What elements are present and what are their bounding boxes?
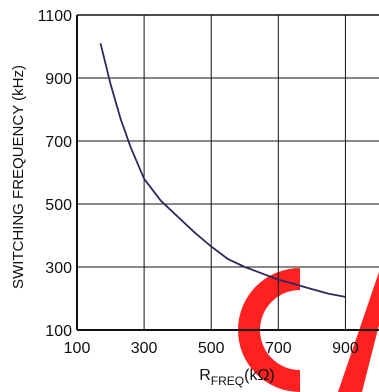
watermark-logo <box>238 268 379 392</box>
y-tick-label: 700 <box>45 134 72 151</box>
y-axis-label: SWITCHING FREQUENCY (kHz) <box>10 65 27 289</box>
watermark-arc <box>238 268 300 392</box>
x-tick-label: 700 <box>265 340 292 357</box>
y-tick-label: 100 <box>45 323 72 340</box>
y-tick-labels: 100 300 500 700 900 1100 <box>38 8 73 340</box>
x-tick-labels: 100 300 500 700 900 <box>64 340 359 357</box>
y-tick-label: 500 <box>45 197 72 214</box>
y-tick-label: 1100 <box>38 8 73 25</box>
x-tick-label: 300 <box>131 340 158 357</box>
x-tick-label: 500 <box>198 340 225 357</box>
chart-frame <box>76 14 379 331</box>
x-axis-label: RFREQ(kΩ) <box>199 367 275 388</box>
x-axis-label-unit: (kΩ) <box>244 367 275 384</box>
x-axis-label-main: R <box>199 367 211 384</box>
x-tick-label: 900 <box>332 340 359 357</box>
y-tick-label: 300 <box>45 260 72 277</box>
series-layer <box>99 43 346 298</box>
series-line <box>99 43 346 298</box>
x-tick-label: 100 <box>64 340 91 357</box>
chart-grid <box>77 15 379 330</box>
x-axis-label-subscript: FREQ <box>211 374 244 388</box>
watermark-stroke <box>338 272 379 392</box>
y-tick-label: 900 <box>45 71 72 88</box>
